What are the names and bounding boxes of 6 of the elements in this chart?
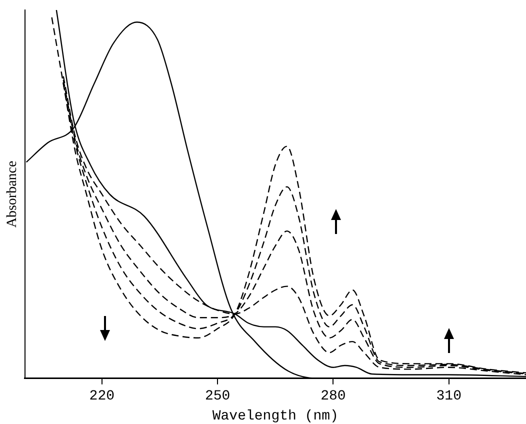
x-tick-label: 220 <box>89 388 115 405</box>
x-tick-label: 310 <box>436 388 462 405</box>
y-axis-title: Absorbance <box>5 160 20 228</box>
x-tick-label: 280 <box>320 388 346 405</box>
x-axis-title: Wavelength (nm) <box>212 408 338 424</box>
x-tick-label: 250 <box>204 388 230 405</box>
